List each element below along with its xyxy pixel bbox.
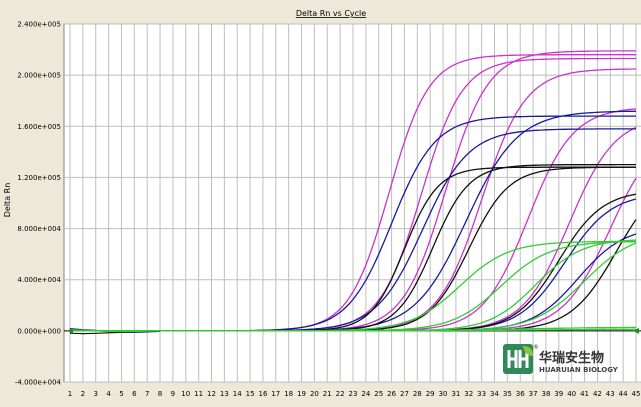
- x-tick-label: 2: [81, 390, 85, 398]
- x-tick-label: 33: [477, 390, 486, 398]
- x-tick-label: 13: [220, 390, 229, 398]
- x-tick-label: 44: [619, 390, 628, 398]
- x-tick-label: 5: [119, 390, 123, 398]
- y-tick-label: -4.000e+004: [15, 379, 62, 387]
- y-tick-label: 2.000e+005: [17, 72, 61, 80]
- x-tick-label: 43: [606, 390, 615, 398]
- logo-cn: 华瑞安生物: [539, 350, 604, 366]
- x-tick-label: 7: [145, 390, 149, 398]
- threshold-marker: [67, 327, 73, 334]
- y-axis-label: Delta Rn: [3, 183, 12, 218]
- x-tick-label: 39: [554, 390, 563, 398]
- y-tick-label: 1.200e+005: [17, 174, 61, 182]
- x-tick-label: 25: [374, 390, 383, 398]
- x-tick-label: 45: [632, 390, 641, 398]
- x-tick-label: 23: [349, 390, 358, 398]
- x-tick-label: 10: [181, 390, 190, 398]
- y-tick-label: 0.000e+000: [17, 327, 61, 335]
- x-tick-label: 35: [503, 390, 512, 398]
- x-tick-label: 22: [336, 390, 345, 398]
- x-tick-label: 12: [207, 390, 216, 398]
- x-tick-label: 29: [426, 390, 435, 398]
- chart-title: Delta Rn vs Cycle: [296, 9, 366, 18]
- x-tick-label: 38: [541, 390, 550, 398]
- x-tick-label: 1: [68, 390, 72, 398]
- x-tick-label: 3: [93, 390, 97, 398]
- x-tick-label: 14: [233, 390, 242, 398]
- y-tick-labels: -4.000e+004 0.000e+000 4.000e+004 8.000e+00…: [15, 21, 62, 387]
- x-tick-label: 40: [567, 390, 576, 398]
- x-tick-label: 21: [323, 390, 332, 398]
- y-tick-label: 2.400e+005: [17, 21, 61, 29]
- logo-icon-mark: [507, 350, 529, 368]
- logo-en: HUARUIAN BIOLOGY: [539, 366, 619, 374]
- x-tick-label: 19: [297, 390, 306, 398]
- x-tick-label: 24: [361, 390, 370, 398]
- y-tick-label: 8.000e+004: [17, 225, 61, 233]
- x-axis-markers: [67, 327, 639, 334]
- y-tick-label: 1.600e+005: [17, 123, 61, 131]
- y-tick-label: 4.000e+004: [17, 276, 61, 284]
- x-tick-label: 37: [529, 390, 538, 398]
- x-tick-label: 26: [387, 390, 396, 398]
- threshold-marker: [633, 327, 639, 334]
- x-tick-label: 28: [413, 390, 422, 398]
- logo: 华瑞安生物 HUARUIAN BIOLOGY ®: [503, 344, 619, 374]
- x-tick-label: 20: [310, 390, 319, 398]
- x-tick-label: 31: [451, 390, 460, 398]
- x-tick-label: 17: [271, 390, 280, 398]
- x-tick-label: 4: [106, 390, 111, 398]
- x-tick-label: 16: [258, 390, 267, 398]
- series-line-green: [70, 328, 636, 332]
- x-tick-label: 30: [439, 390, 448, 398]
- x-tick-label: 18: [284, 390, 293, 398]
- x-tick-label: 9: [171, 390, 175, 398]
- series-lines: [69, 50, 637, 335]
- x-tick-labels: 1 2 3 4 5 6 7 8 9 10 11 12 13 14 15 16 17 18 19 20 21 22 23 24 2…: [68, 390, 641, 398]
- x-tick-label: 32: [464, 390, 473, 398]
- x-tick-label: 27: [400, 390, 409, 398]
- x-tick-label: 8: [158, 390, 162, 398]
- x-tick-label: 34: [490, 390, 499, 398]
- x-tick-label: 15: [246, 390, 255, 398]
- x-tick-label: 11: [194, 390, 203, 398]
- x-tick-label: 6: [132, 390, 137, 398]
- x-tick-label: 41: [580, 390, 589, 398]
- x-tick-label: 42: [593, 390, 602, 398]
- x-tick-label: 36: [516, 390, 525, 398]
- logo-icon-leaf: [523, 346, 533, 356]
- logo-registered: ®: [533, 344, 539, 351]
